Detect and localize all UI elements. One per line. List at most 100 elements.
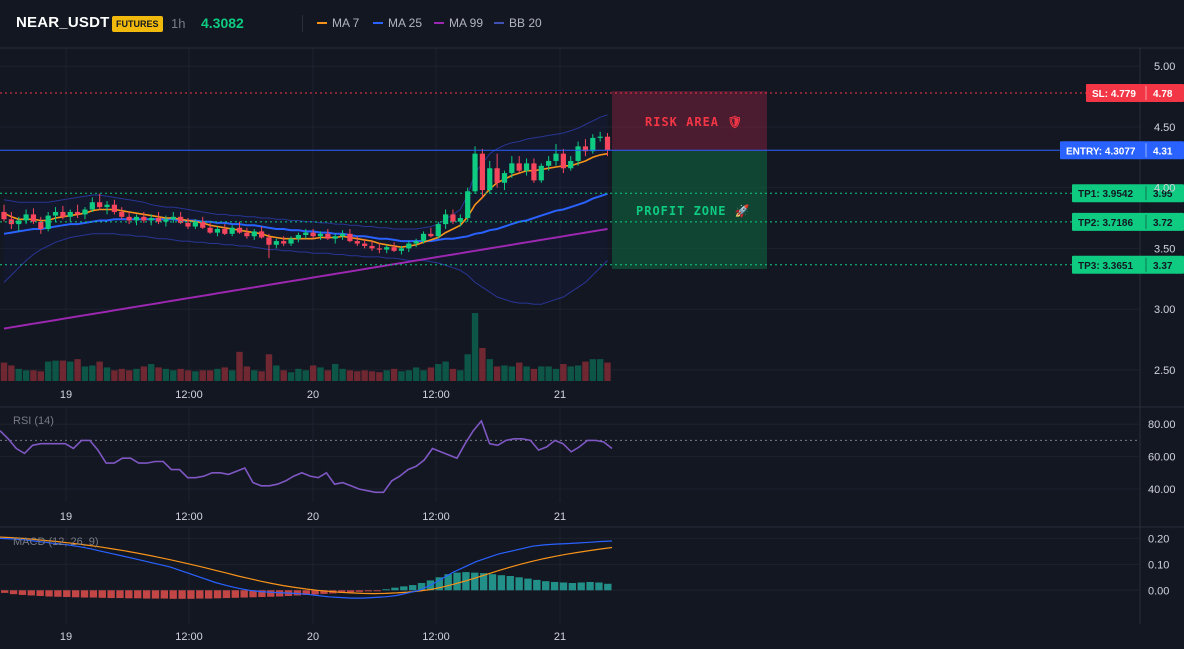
macd-histogram-bar <box>524 578 532 591</box>
macd-histogram-bar <box>400 586 408 591</box>
time-tick-label: 21 <box>554 631 566 643</box>
candle-body <box>509 163 515 174</box>
trade-zones: RISK AREA 🛡 PROFIT ZONE 🚀 <box>612 91 767 269</box>
legend-bb20[interactable]: BB 20 <box>494 16 542 30</box>
price-tick-label: 2.50 <box>1154 365 1175 377</box>
candle-body <box>479 153 485 191</box>
candle-body <box>281 241 287 244</box>
candle-body <box>30 214 37 222</box>
macd-histogram-bar <box>533 579 541 591</box>
volume-bar <box>15 368 22 381</box>
candle-body <box>384 247 390 250</box>
time-tick-label: 20 <box>307 511 319 523</box>
candle-body <box>391 247 397 251</box>
price-tick-label: 4.00 <box>1154 183 1175 195</box>
price-axis: 5.00 4.50 4.00 3.50 3.00 2.50 19 12:00 20 12:00 21… <box>60 61 1176 643</box>
futures-badge: FUTURES <box>112 16 163 32</box>
candle-body <box>546 160 552 166</box>
time-tick-label: 19 <box>60 631 72 643</box>
volume-bar <box>177 368 184 381</box>
macd-pane: 0.20 0.10 0.00 MACD (12, 26, 9) <box>0 533 1169 599</box>
candle-body <box>222 228 228 234</box>
volume-bar <box>251 370 258 381</box>
macd-histogram-bar <box>134 590 142 599</box>
macd-signal-line <box>0 536 613 595</box>
candle-body <box>325 233 331 239</box>
header-divider <box>302 15 303 32</box>
candle-body <box>148 218 154 221</box>
macd-histogram-bar <box>488 574 497 591</box>
candle-body <box>406 243 412 249</box>
candle-body <box>133 216 140 221</box>
volume-bar <box>582 361 589 381</box>
legend-ma25[interactable]: MA 25 <box>373 16 422 30</box>
volume-bar <box>243 366 251 381</box>
candle-body <box>428 233 434 237</box>
candle-body <box>303 232 309 236</box>
symbol-name[interactable]: NEAR_USDT <box>16 14 110 31</box>
profit-zone-label: PROFIT ZONE 🚀 <box>636 204 751 218</box>
timeframe-selector[interactable]: 1h <box>171 16 186 31</box>
volume-bar <box>412 367 420 381</box>
candle-body <box>332 236 338 239</box>
legend-ma99[interactable]: MA 99 <box>434 16 483 30</box>
profit-zone <box>612 151 767 269</box>
volume-bar <box>8 365 15 381</box>
candle-body <box>560 153 566 169</box>
volume-bar <box>192 371 199 381</box>
volume-bar <box>125 370 133 381</box>
candle-body <box>251 231 257 237</box>
candle-body <box>376 248 382 250</box>
candle-body <box>465 191 471 219</box>
level-tag <box>1072 212 1184 231</box>
macd-title: MACD (12, 26, 9) <box>13 536 99 548</box>
candle-body <box>575 146 581 161</box>
volume-bar <box>332 364 339 381</box>
volume-bar <box>574 365 582 381</box>
volume-bar <box>405 370 412 381</box>
volume-bar <box>199 370 206 381</box>
legend-ma7[interactable]: MA 7 <box>317 16 359 30</box>
candle-body <box>170 216 176 220</box>
volume-bar <box>538 366 545 381</box>
candle-body <box>369 245 375 249</box>
volume-bar <box>604 362 611 381</box>
level-axis-value: 3.37 <box>1153 261 1173 272</box>
macd-histogram-bar <box>595 582 603 591</box>
volume-bar <box>280 370 287 381</box>
candle-body <box>582 146 589 152</box>
time-tick-label: 12:00 <box>422 389 450 401</box>
volume-bar <box>567 366 574 381</box>
volume-bars <box>0 313 611 381</box>
legend-bb20-label: BB 20 <box>509 16 542 30</box>
candle-body <box>435 224 441 237</box>
candlesticks[interactable] <box>1 131 611 259</box>
candle-body <box>38 221 44 229</box>
volume-bar <box>118 368 125 381</box>
volume-bar <box>273 365 280 381</box>
volume-bar <box>184 370 192 381</box>
level-tag-label: TP3: 3.3651 <box>1078 261 1133 272</box>
macd-histogram-bar <box>542 581 550 591</box>
volume-bar <box>398 371 405 381</box>
candle-body <box>200 221 206 228</box>
volume-bar <box>486 359 493 381</box>
rsi-tick-label: 60.00 <box>1148 452 1176 464</box>
price-tick-label: 4.50 <box>1154 122 1175 134</box>
volume-bar <box>74 359 81 381</box>
macd-histogram-bar <box>27 590 35 596</box>
legend-ma25-label: MA 25 <box>388 16 423 30</box>
macd-histogram-bar <box>80 590 89 598</box>
volume-bar <box>0 362 8 381</box>
macd-histogram-bar <box>205 590 213 599</box>
volume-bar <box>383 370 390 381</box>
candle-body <box>457 218 463 222</box>
candle-body <box>82 209 88 215</box>
volume-bar <box>214 368 221 381</box>
candle-body <box>450 214 456 222</box>
volume-bar <box>464 354 471 381</box>
macd-histogram-bar <box>116 590 124 599</box>
macd-histogram-bar <box>364 590 373 592</box>
volume-bar <box>206 370 214 381</box>
